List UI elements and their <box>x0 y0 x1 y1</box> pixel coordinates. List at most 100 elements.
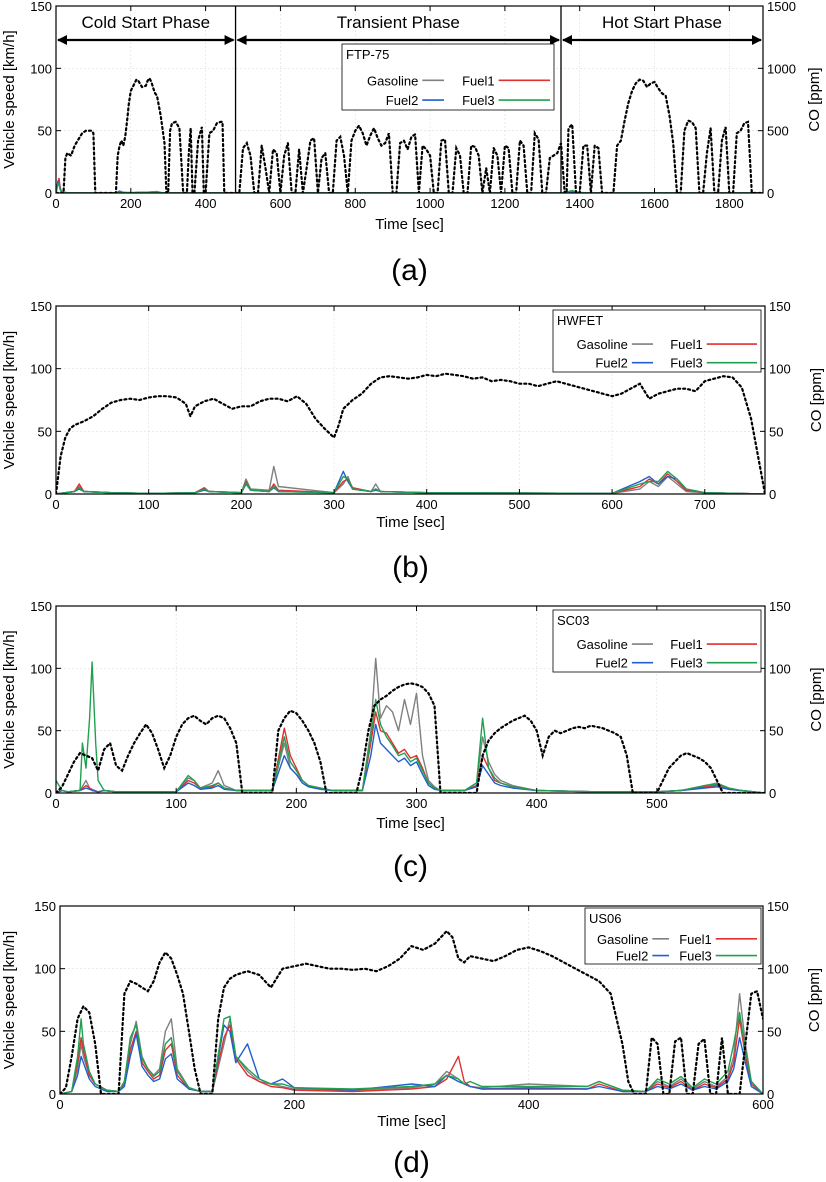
series-line-fuel3 <box>60 1011 763 1094</box>
legend-label-gasoline: Gasoline <box>577 637 628 652</box>
y2-axis-label: CO [ppm] <box>808 667 825 731</box>
legend-box <box>552 309 762 373</box>
legend: HWFET Gasoline Fuel1 Fuel2 Fuel3 <box>552 309 762 373</box>
y-tick-label: 100 <box>30 61 52 76</box>
legend-label-fuel2: Fuel2 <box>616 949 649 964</box>
legend-label-fuel1: Fuel1 <box>462 73 495 88</box>
y-tick-label: 100 <box>34 962 56 977</box>
phase-arrowhead <box>57 35 67 45</box>
legend-box <box>552 609 762 673</box>
legend-title: US06 <box>589 911 622 926</box>
y-tick-label: 150 <box>30 0 52 14</box>
legend-box <box>584 907 762 965</box>
y-tick-label: 0 <box>49 1087 56 1102</box>
y2-tick-label: 500 <box>767 124 789 139</box>
legend-label-fuel1: Fuel1 <box>670 637 703 652</box>
x-tick-label: 1000 <box>416 196 445 211</box>
legend-label-fuel3: Fuel3 <box>462 93 495 108</box>
phase-label: Hot Start Phase <box>602 13 722 32</box>
plot-frame <box>59 905 764 1095</box>
y2-tick-label: 50 <box>769 724 783 739</box>
plot-frame <box>55 605 766 794</box>
panel-caption: (d) <box>393 1146 430 1179</box>
x-tick-label: 0 <box>52 497 59 512</box>
y-tick-label: 50 <box>38 724 52 739</box>
x-tick-label: 400 <box>518 1097 540 1112</box>
y-tick-label: 0 <box>45 487 52 502</box>
x-tick-label: 100 <box>165 796 187 811</box>
x-tick-label: 1800 <box>715 196 744 211</box>
legend: SC03 Gasoline Fuel1 Fuel2 Fuel3 <box>552 609 762 673</box>
x-tick-label: 600 <box>270 196 292 211</box>
phase-arrowhead <box>550 35 560 45</box>
y-axis-label: Vehicle speed [km/h] <box>1 331 18 469</box>
x-tick-label: 0 <box>52 196 59 211</box>
x-axis-label: Time [sec] <box>377 1113 446 1130</box>
x-tick-label: 400 <box>526 796 548 811</box>
phase-arrowhead <box>236 35 247 45</box>
x-tick-label: 400 <box>416 497 438 512</box>
x-tick-label: 200 <box>120 196 142 211</box>
y2-tick-label: 100 <box>769 661 791 676</box>
phase-arrowhead <box>752 35 762 45</box>
x-tick-label: 0 <box>56 1097 63 1112</box>
plot-area <box>60 929 763 1094</box>
legend-label-fuel2: Fuel2 <box>386 93 419 108</box>
x-tick-label: 200 <box>283 1097 305 1112</box>
plot-area <box>56 372 765 494</box>
y2-tick-label: 50 <box>769 424 783 439</box>
x-axis-label: Time [sec] <box>376 514 445 531</box>
y-tick-label: 50 <box>42 1024 56 1039</box>
y2-axis-label: CO [ppm] <box>806 968 823 1032</box>
y-tick-label: 150 <box>30 599 52 614</box>
y-tick-label: 150 <box>30 299 52 314</box>
vehicle-speed-line <box>56 76 763 193</box>
y2-tick-label: 0 <box>767 1087 774 1102</box>
x-tick-label: 700 <box>694 497 716 512</box>
legend: US06 Gasoline Fuel1 Fuel2 Fuel3 <box>584 907 762 965</box>
legend-label-fuel3: Fuel3 <box>679 949 712 964</box>
legend-title: HWFET <box>557 313 603 328</box>
x-tick-label: 600 <box>752 1097 774 1112</box>
series-line-gasoline <box>56 657 765 793</box>
y-axis-label: Vehicle speed [km/h] <box>1 931 18 1069</box>
chart-panel-b: 0 100 200 300 400 500 600 700 0 50 100 150 0 50 100 150… <box>1 299 825 584</box>
y-tick-label: 0 <box>45 786 52 801</box>
x-tick-label: 500 <box>646 796 668 811</box>
y-tick-label: 150 <box>34 899 56 914</box>
vehicle-speed-line <box>56 682 765 793</box>
legend-label-gasoline: Gasoline <box>577 337 628 352</box>
y-tick-label: 50 <box>38 424 52 439</box>
plot-frame <box>55 5 764 194</box>
y2-tick-label: 150 <box>767 899 789 914</box>
y-tick-label: 50 <box>38 124 52 139</box>
y-tick-label: 100 <box>30 362 52 377</box>
y-tick-label: 0 <box>45 186 52 201</box>
x-tick-label: 300 <box>406 796 428 811</box>
legend: FTP-75 Gasoline Fuel1 Fuel2 Fuel3 <box>341 43 555 111</box>
legend-label-gasoline: Gasoline <box>597 932 648 947</box>
series-line-fuel1 <box>56 177 763 193</box>
legend-label-fuel2: Fuel2 <box>595 356 628 371</box>
legend-label-fuel2: Fuel2 <box>595 656 628 671</box>
plot-area <box>56 657 765 793</box>
y2-tick-label: 1500 <box>767 0 796 14</box>
panel-caption: (c) <box>393 850 428 883</box>
legend-title: FTP-75 <box>346 47 389 62</box>
phase-label: Transient Phase <box>337 13 460 32</box>
vehicle-speed-line <box>60 929 763 1094</box>
series-line-fuel3 <box>56 661 765 793</box>
x-tick-label: 1400 <box>565 196 594 211</box>
x-axis-label: Time [sec] <box>376 815 445 832</box>
legend-label-fuel3: Fuel3 <box>670 656 703 671</box>
y2-axis-label: CO [ppm] <box>806 67 823 131</box>
panel-caption: (a) <box>391 254 428 287</box>
y-tick-label: 100 <box>30 661 52 676</box>
x-axis-label: Time [sec] <box>375 216 444 233</box>
legend-box <box>341 43 555 111</box>
x-tick-label: 200 <box>285 796 307 811</box>
panel-caption: (b) <box>392 551 429 584</box>
x-tick-label: 0 <box>52 796 59 811</box>
